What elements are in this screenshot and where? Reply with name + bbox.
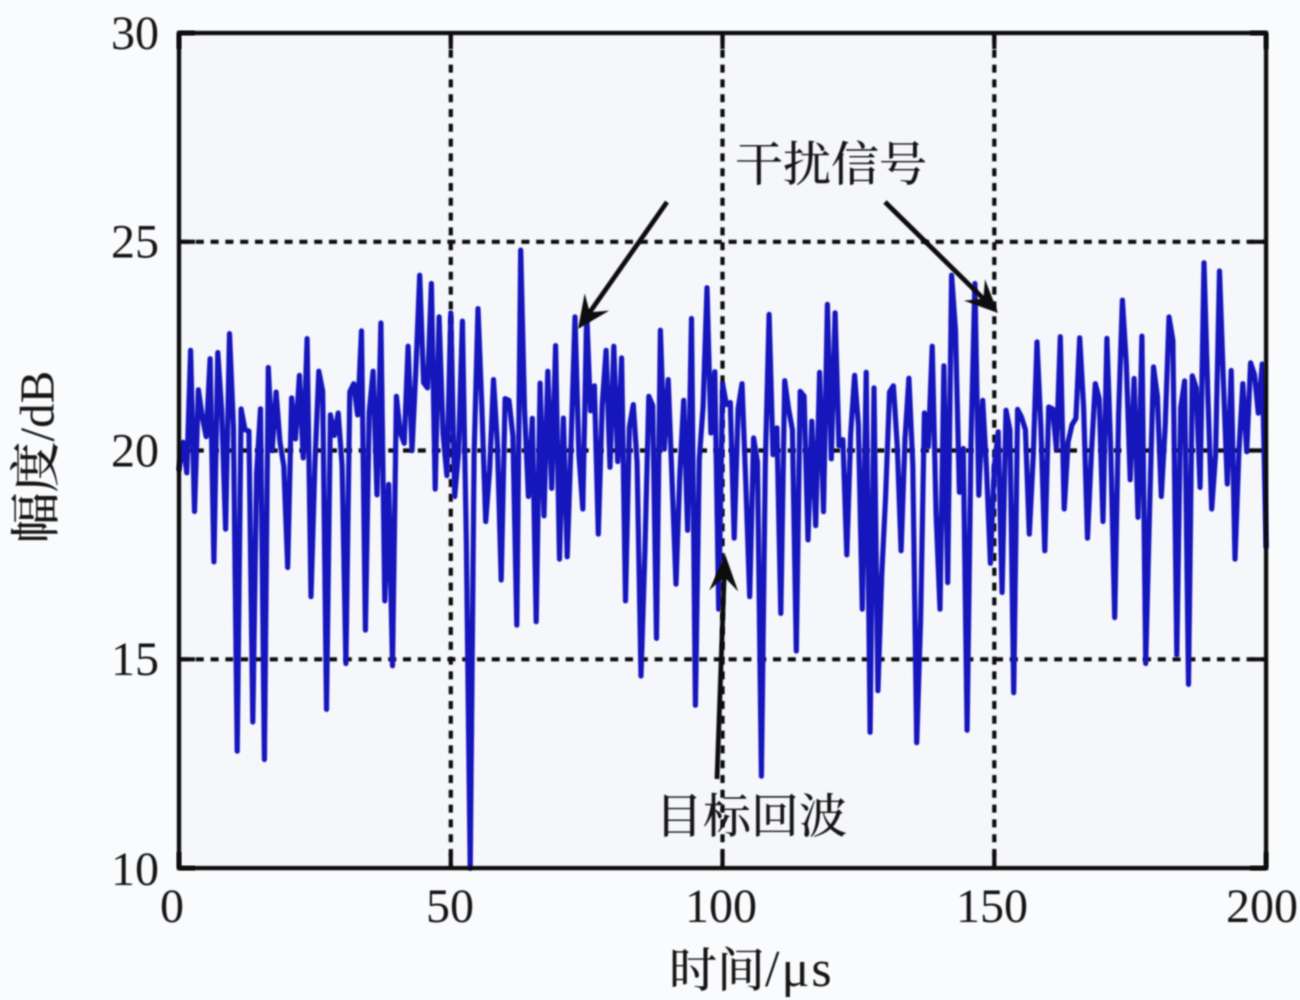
svg-text:15: 15 [111, 633, 159, 686]
svg-text:/dB: /dB [10, 371, 65, 442]
svg-text:150: 150 [956, 880, 1028, 933]
svg-text:25: 25 [111, 216, 159, 269]
svg-text:30: 30 [111, 7, 159, 60]
svg-text:/μs: /μs [765, 941, 834, 998]
svg-text:100: 100 [685, 880, 757, 933]
svg-text:20: 20 [111, 424, 159, 477]
svg-text:0: 0 [160, 880, 184, 933]
svg-text:10: 10 [111, 843, 159, 896]
svg-text:200: 200 [1226, 880, 1298, 933]
svg-text:50: 50 [426, 880, 474, 933]
